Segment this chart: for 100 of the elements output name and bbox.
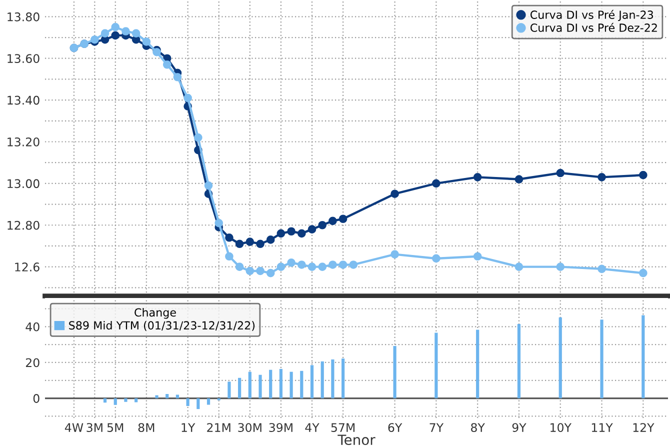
legend-label: Curva DI vs Pré Dez-22	[530, 22, 657, 32]
bar	[176, 394, 180, 398]
bar	[258, 374, 262, 398]
point	[256, 240, 264, 248]
point	[162, 60, 172, 69]
y-tick-label: 13.00	[8, 179, 40, 188]
bar	[331, 359, 334, 398]
bar	[155, 395, 158, 398]
point	[514, 175, 524, 184]
x-tick-label: 39M	[269, 423, 292, 432]
y-tick-label: 13.80	[8, 12, 40, 22]
point	[111, 31, 120, 40]
point	[349, 260, 358, 269]
point	[90, 35, 99, 44]
x-tick-label: 3M	[86, 423, 102, 432]
point	[246, 266, 254, 276]
bar	[248, 372, 252, 398]
point	[132, 29, 140, 38]
bar	[166, 394, 169, 398]
x-tick-label: 4Y	[305, 423, 320, 432]
y-tick-label: 13.20	[8, 137, 40, 146]
x-tick-label: 30M	[238, 423, 262, 432]
point	[194, 133, 202, 142]
x-tick-label: 12Y	[633, 423, 654, 432]
point	[598, 264, 606, 274]
point	[173, 72, 182, 82]
x-axis-title: Tenor	[338, 434, 376, 446]
y-tick-label: 13.60	[8, 54, 40, 64]
bar	[300, 370, 304, 398]
x-tick-label: 1Y	[182, 423, 196, 432]
point	[256, 266, 264, 276]
point	[266, 268, 275, 278]
y-tick-label: 0	[33, 394, 40, 403]
bar	[320, 361, 324, 398]
bar	[393, 346, 396, 398]
bar	[124, 398, 128, 402]
x-tick-label: 8M	[138, 423, 154, 432]
x-tick-label: 4W	[64, 423, 84, 432]
bar	[642, 315, 645, 398]
point	[390, 250, 399, 258]
point	[338, 214, 348, 224]
point	[318, 220, 327, 230]
x-tick-label: 21M	[207, 423, 230, 432]
y-tick-label: 20	[26, 358, 40, 368]
y-tick-label: 12.6	[15, 262, 40, 272]
y-tick-label: 40	[26, 322, 40, 332]
point	[297, 229, 306, 238]
bar	[186, 398, 190, 406]
point	[225, 252, 234, 261]
point	[225, 233, 234, 242]
y-tick-label: 13.40	[8, 96, 40, 105]
bar	[290, 372, 293, 398]
bar	[341, 358, 345, 398]
point	[142, 38, 151, 46]
point	[287, 258, 296, 267]
point	[338, 260, 348, 269]
legend-label: S89 Mid YTM (01/31/23-12/31/22)	[69, 320, 255, 331]
point	[318, 262, 327, 271]
point	[122, 27, 130, 36]
bar	[103, 398, 107, 403]
bar	[269, 370, 272, 398]
y-tick-label: 12.80	[8, 220, 40, 230]
point	[432, 179, 440, 188]
point	[638, 170, 648, 180]
point	[514, 262, 524, 271]
bar	[114, 398, 117, 405]
point	[328, 216, 337, 226]
point	[276, 262, 286, 271]
bar	[206, 398, 210, 405]
point	[556, 262, 565, 271]
point	[235, 240, 244, 248]
point	[214, 218, 224, 228]
x-tick-label: 7Y	[430, 423, 444, 432]
point	[432, 254, 440, 263]
x-tick-label: 57M	[331, 423, 354, 432]
point	[266, 236, 275, 244]
point	[328, 260, 337, 269]
x-tick-label: 5M	[107, 423, 124, 432]
x-tick-label: 9Y	[512, 423, 526, 432]
bar	[558, 317, 562, 398]
bar	[310, 365, 314, 398]
bar	[228, 382, 231, 398]
point	[276, 229, 286, 238]
legend-title: Change	[134, 308, 176, 319]
point	[100, 29, 110, 38]
point	[473, 173, 482, 182]
point	[638, 268, 648, 278]
point	[184, 94, 192, 102]
point	[308, 262, 316, 271]
point	[235, 262, 244, 271]
point	[473, 252, 482, 261]
bar	[238, 378, 242, 398]
point	[556, 168, 565, 178]
x-tick-label: 11Y	[592, 423, 613, 432]
x-tick-label: 8Y	[471, 423, 485, 432]
legend-label: Curva DI vs Pré Jan-23	[530, 10, 654, 22]
bar	[476, 330, 480, 398]
bar	[196, 398, 200, 410]
bar	[279, 368, 283, 398]
point	[390, 190, 399, 198]
